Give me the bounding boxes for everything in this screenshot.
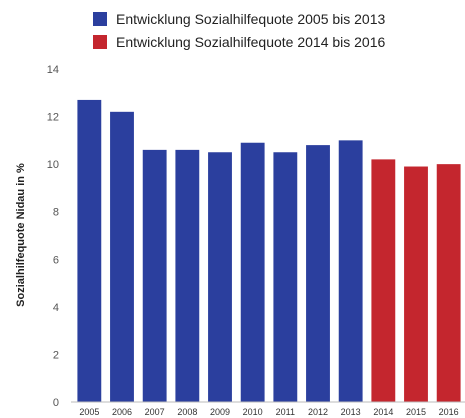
x-tick-label: 2011	[276, 407, 295, 417]
bar-2014	[371, 159, 396, 402]
legend-swatch-1	[93, 35, 107, 49]
y-tick-label: 14	[47, 64, 59, 76]
x-tick-label: 2015	[406, 407, 426, 417]
y-tick-label: 8	[53, 207, 59, 219]
y-tick-label: 12	[47, 112, 59, 124]
y-tick-label: 10	[47, 159, 59, 171]
x-tick-label: 2008	[177, 407, 197, 417]
y-tick-label: 0	[53, 397, 59, 409]
legend-swatch-0	[93, 12, 107, 26]
x-tick-label: 2007	[145, 407, 165, 417]
y-tick-label: 2	[53, 349, 59, 361]
legend: Entwicklung Sozialhilfequote 2005 bis 20…	[93, 11, 386, 50]
x-tick-label: 2005	[79, 407, 99, 417]
legend-label-0: Entwicklung Sozialhilfequote 2005 bis 20…	[116, 11, 386, 27]
legend-label-1: Entwicklung Sozialhilfequote 2014 bis 20…	[116, 34, 386, 50]
y-axis-ticks: 0 2 4 6 8 10 12 14	[47, 64, 59, 409]
x-tick-label: 2013	[341, 407, 361, 417]
x-tick-label: 2016	[439, 407, 459, 417]
bar-2005	[77, 99, 102, 403]
y-tick-label: 4	[53, 302, 59, 314]
x-axis-ticks: 2005 2006 2007 2008 2009 2010 2011 2012 2013 2014…	[79, 407, 458, 417]
bars	[77, 99, 461, 403]
bar-2006	[110, 111, 134, 403]
bar-2016	[436, 164, 461, 402]
bar-2012	[306, 145, 330, 402]
bar-2015	[404, 166, 428, 402]
bar-2010	[240, 142, 265, 402]
bar-2007	[142, 149, 167, 402]
x-tick-label: 2014	[373, 407, 393, 417]
bar-2008	[175, 149, 200, 402]
y-tick-label: 6	[53, 254, 59, 266]
x-tick-label: 2010	[243, 407, 263, 417]
bar-2009	[208, 152, 232, 402]
x-tick-label: 2012	[308, 407, 328, 417]
x-tick-label: 2009	[210, 407, 230, 417]
bar-2011	[273, 152, 298, 402]
x-tick-label: 2006	[112, 407, 132, 417]
y-axis-label: Sozialhilfequote Nidau in %	[15, 163, 27, 307]
bar-2013	[338, 140, 363, 402]
